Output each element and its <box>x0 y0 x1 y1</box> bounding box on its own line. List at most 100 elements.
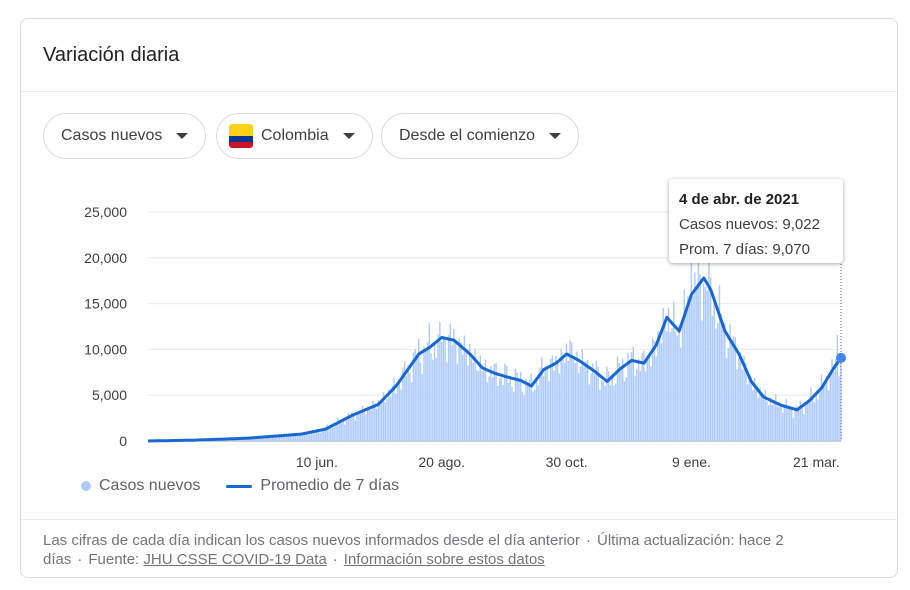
source-link[interactable]: JHU CSSE COVID-19 Data <box>143 551 327 568</box>
bar <box>563 363 566 441</box>
bar <box>375 408 378 441</box>
legend-line-label: Promedio de 7 días <box>260 477 400 494</box>
bar <box>463 335 466 441</box>
bar <box>421 373 423 441</box>
bar <box>365 414 367 441</box>
bar <box>518 378 520 441</box>
bar <box>534 389 536 441</box>
bar <box>792 417 795 441</box>
bar <box>363 409 365 441</box>
bar <box>692 295 694 441</box>
bar <box>783 404 786 441</box>
bar <box>307 432 309 441</box>
date-range-dropdown[interactable]: Desde el comienzo <box>381 113 580 159</box>
bar <box>481 371 483 441</box>
y-tick-label: 25,000 <box>84 204 127 220</box>
bar <box>750 380 752 441</box>
daily-variation-card: Variación diaria Casos nuevos Colombia D… <box>20 18 898 578</box>
bar <box>317 431 320 441</box>
bar <box>773 400 775 441</box>
metric-dropdown[interactable]: Casos nuevos <box>43 113 207 159</box>
bar <box>396 385 399 441</box>
bar <box>428 322 430 441</box>
bar <box>456 363 459 441</box>
bar <box>551 355 554 441</box>
bar <box>616 356 619 441</box>
bar <box>242 439 244 441</box>
bar <box>410 382 413 441</box>
bar <box>766 401 768 441</box>
bar <box>567 360 569 441</box>
bar <box>520 371 522 441</box>
bar <box>671 328 673 441</box>
bar <box>834 359 837 441</box>
bar <box>393 378 395 441</box>
bar <box>822 384 824 441</box>
bar <box>414 349 416 441</box>
bar <box>819 391 821 441</box>
bar <box>493 363 496 441</box>
bar <box>345 418 348 441</box>
bar <box>280 434 283 441</box>
cases-chart[interactable]: 0 5,000 10,000 15,000 20,000 25,000 10 jun. 20 … <box>21 19 897 519</box>
bar <box>709 277 712 441</box>
bar <box>328 427 330 441</box>
bar <box>437 334 439 441</box>
bar <box>502 384 504 441</box>
bar <box>458 338 460 441</box>
bar <box>300 433 302 441</box>
bar <box>683 289 686 441</box>
x-tick-label: 9 ene. <box>672 454 711 470</box>
country-dropdown[interactable]: Colombia <box>216 113 373 159</box>
bar <box>359 413 362 441</box>
bar <box>600 380 603 441</box>
bar <box>581 349 584 441</box>
bar <box>461 354 464 441</box>
bar <box>398 381 401 441</box>
bar <box>263 437 265 441</box>
bar <box>286 434 288 441</box>
info-link[interactable]: Información sobre estos datos <box>343 551 545 568</box>
bar <box>720 313 722 441</box>
bar <box>572 359 575 441</box>
bar <box>514 368 517 441</box>
bar <box>442 338 445 441</box>
bar <box>314 431 316 441</box>
bar <box>718 284 721 441</box>
bar <box>423 346 425 441</box>
bar <box>405 376 408 441</box>
bar <box>351 412 353 441</box>
average-line <box>148 276 843 443</box>
bar <box>298 435 300 441</box>
bar <box>331 425 334 441</box>
bar <box>282 435 284 441</box>
bar <box>403 361 406 441</box>
bar <box>542 376 545 441</box>
bar <box>775 394 777 441</box>
bar <box>790 409 793 441</box>
bar <box>810 387 812 441</box>
bar <box>377 400 379 441</box>
bar <box>597 366 599 441</box>
bar <box>257 437 260 441</box>
bar <box>813 402 816 441</box>
bar <box>715 328 717 441</box>
bar <box>729 324 731 441</box>
bar <box>507 382 510 441</box>
bar <box>831 359 833 441</box>
bar <box>806 402 809 441</box>
bar <box>372 400 374 441</box>
bar <box>465 353 467 441</box>
bar <box>673 301 675 441</box>
bar <box>803 414 805 441</box>
bar <box>753 378 756 441</box>
bar <box>321 429 323 441</box>
bar <box>629 362 631 441</box>
bar <box>588 384 591 441</box>
chart-tooltip: 4 de abr. de 2021 Casos nuevos: 9,022 Pr… <box>669 179 843 263</box>
bar <box>665 331 668 441</box>
bar <box>528 379 531 441</box>
bar <box>599 389 601 441</box>
bar <box>833 371 835 441</box>
bar <box>261 436 263 441</box>
